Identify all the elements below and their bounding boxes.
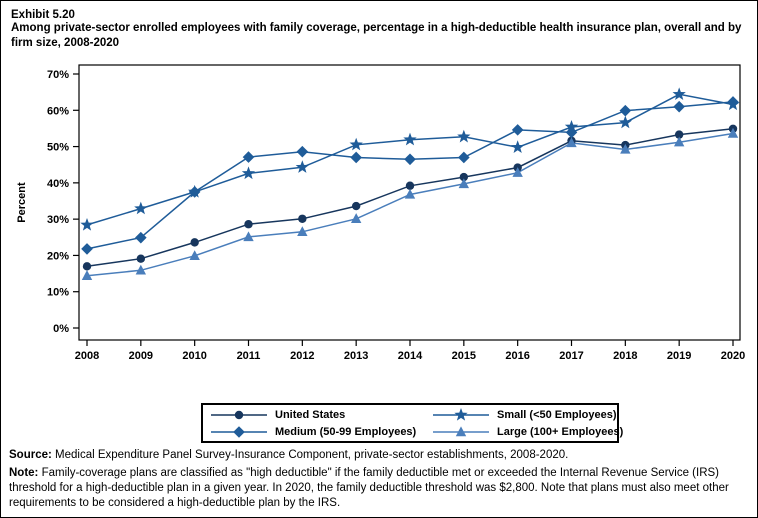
footnotes: Source: Medical Expenditure Panel Survey… — [9, 448, 755, 511]
page-title: Among private-sector enrolled employees … — [11, 22, 742, 49]
svg-text:2020: 2020 — [721, 350, 745, 362]
legend-item-small: Small (<50 Employees) — [431, 406, 623, 423]
legend-label-small: Small (<50 Employees) — [497, 408, 617, 421]
svg-text:2016: 2016 — [505, 350, 529, 362]
source-text: Medical Expenditure Panel Survey-Insuran… — [51, 449, 569, 461]
svg-text:2017: 2017 — [559, 350, 583, 362]
circle-marker-icon — [211, 410, 267, 419]
source-label: Source: — [9, 449, 52, 461]
svg-text:2011: 2011 — [237, 350, 261, 362]
svg-text:2010: 2010 — [182, 350, 206, 362]
note-label: Note: — [9, 466, 39, 479]
svg-text:0%: 0% — [53, 323, 69, 335]
svg-text:2009: 2009 — [129, 350, 153, 362]
svg-text:50%: 50% — [47, 142, 69, 154]
note-line: Note: Family-coverage plans are classifi… — [9, 466, 755, 511]
legend-item-united-states: United States — [209, 406, 431, 423]
title-block: Exhibit 5.20 Among private-sector enroll… — [11, 9, 756, 51]
svg-text:10%: 10% — [47, 287, 69, 299]
svg-text:Percent: Percent — [16, 182, 28, 223]
triangle-marker-icon — [433, 425, 489, 436]
legend-item-large: Large (100+ Employees) — [431, 423, 623, 440]
svg-text:2015: 2015 — [452, 350, 476, 362]
svg-text:30%: 30% — [47, 214, 69, 226]
svg-text:2019: 2019 — [667, 350, 691, 362]
svg-text:2008: 2008 — [75, 350, 99, 362]
svg-text:20%: 20% — [47, 250, 69, 262]
svg-text:2013: 2013 — [344, 350, 368, 362]
star-marker-icon — [433, 407, 489, 421]
svg-text:2014: 2014 — [398, 350, 423, 362]
exhibit-number: Exhibit 5.20 — [11, 9, 75, 21]
svg-text:2012: 2012 — [290, 350, 314, 362]
line-chart: 0% 10% 20% 30% 40% 50% 60% 70% 2008 2009 2010 2011 2… — [16, 64, 745, 362]
svg-text:2018: 2018 — [613, 350, 637, 362]
diamond-marker-icon — [211, 425, 267, 438]
legend-label-large: Large (100+ Employees) — [497, 425, 624, 438]
legend-item-medium: Medium (50-99 Employees) — [209, 423, 431, 440]
legend-label-united-states: United States — [275, 408, 346, 421]
svg-text:40%: 40% — [47, 178, 69, 190]
source-line: Source: Medical Expenditure Panel Survey… — [9, 448, 755, 463]
svg-text:60%: 60% — [47, 105, 69, 117]
svg-text:70%: 70% — [47, 69, 69, 81]
chart-legend: United States Small (<50 Employees) Medi… — [201, 403, 623, 443]
legend-label-medium: Medium (50-99 Employees) — [275, 425, 417, 438]
note-text: Family-coverage plans are classified as … — [9, 466, 729, 509]
